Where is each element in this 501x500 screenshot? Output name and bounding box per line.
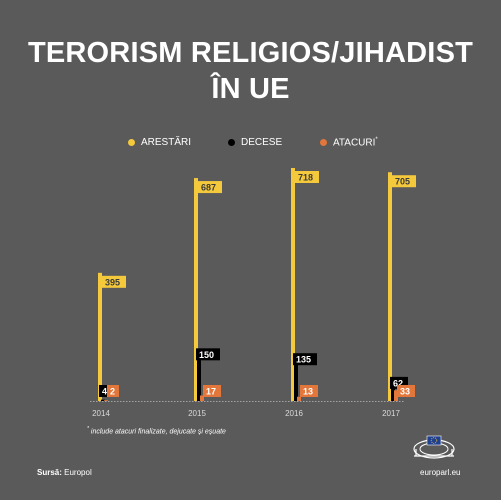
data-label-arestari-2017: 705 <box>395 177 410 187</box>
source-value: Europol <box>64 468 92 477</box>
legend-label-decese: DECESE <box>241 137 283 148</box>
european-parliament-logo-icon <box>413 435 455 459</box>
legend: ARESTĂRI DECESE ATACURI* <box>0 137 501 153</box>
data-label-bg-atacuri-2017 <box>397 385 415 397</box>
x-tick-label-2014: 2014 <box>92 409 110 418</box>
data-label-atacuri-2017: 33 <box>400 387 410 397</box>
footnote-mark: * <box>87 426 89 432</box>
bar-arestari-2014 <box>98 272 102 401</box>
data-label-bg-decese-2015 <box>196 348 220 361</box>
chart-title-line-1: TERORISM RELIGIOS/JIHADIST <box>27 37 474 69</box>
data-label-bg-atacuri-2014 <box>107 385 119 397</box>
bar-atacuri-2016 <box>297 396 301 401</box>
legend-label-atacuri-text: ATACURI <box>333 137 376 149</box>
x-tick-label-2015: 2015 <box>188 409 206 418</box>
data-label-decese-2014: 4 <box>102 387 107 397</box>
brand-url: europarl.eu <box>420 468 461 477</box>
data-label-bg-atacuri-2016 <box>300 385 318 397</box>
data-label-decese-2015: 150 <box>199 350 214 360</box>
x-tick-label-2017: 2017 <box>382 409 400 418</box>
source: Sursă: Europol <box>37 468 92 477</box>
legend-item-arestari: ARESTĂRI <box>128 137 191 148</box>
data-label-bg-arestari-2017 <box>392 175 416 188</box>
legend-dot-atacuri <box>320 139 327 147</box>
bar-decese-2016 <box>294 357 298 401</box>
bar-decese-2017 <box>391 380 395 401</box>
legend-label-atacuri: ATACURI* <box>333 137 378 148</box>
data-label-arestari-2016: 718 <box>298 173 313 183</box>
legend-dot-decese <box>228 139 235 146</box>
chart-title-line-2: ÎN UE <box>211 73 290 105</box>
data-label-decese-2017: 62 <box>393 378 403 388</box>
data-label-bg-decese-2016 <box>293 353 317 366</box>
footnote: * include atacuri finalizate, dejucate ș… <box>87 426 226 435</box>
bar-arestari-2017 <box>388 172 392 401</box>
bar-atacuri-2014 <box>104 400 108 401</box>
legend-label-atacuri-sup: * <box>375 137 378 143</box>
data-label-atacuri-2016: 13 <box>303 387 313 397</box>
data-label-decese-2016: 135 <box>296 355 311 365</box>
data-label-arestari-2015: 687 <box>201 183 216 193</box>
bar-decese-2015 <box>197 352 201 401</box>
legend-item-atacuri: ATACURI* <box>320 137 378 148</box>
legend-dot-arestari <box>128 139 135 146</box>
data-label-bg-arestari-2016 <box>295 171 319 183</box>
bar-arestari-2016 <box>291 168 295 401</box>
x-tick-label-2016: 2016 <box>285 409 303 418</box>
data-label-bg-arestari-2014 <box>102 275 126 288</box>
footnote-text: include atacuri finalizate, dejucate și … <box>90 428 226 436</box>
bar-atacuri-2017 <box>394 390 398 401</box>
data-label-bg-atacuri-2015 <box>203 385 221 397</box>
bar-decese-2014 <box>101 399 105 401</box>
source-label: Sursă: <box>37 468 62 477</box>
legend-label-arestari: ARESTĂRI <box>141 137 192 148</box>
bar-arestari-2015 <box>194 178 198 401</box>
data-label-bg-arestari-2015 <box>198 181 222 194</box>
data-label-atacuri-2014: 2 <box>110 387 115 397</box>
data-label-arestari-2014: 395 <box>105 277 120 287</box>
data-label-atacuri-2015: 17 <box>206 387 216 397</box>
legend-item-decese: DECESE <box>228 137 282 148</box>
bar-atacuri-2015 <box>200 395 204 401</box>
